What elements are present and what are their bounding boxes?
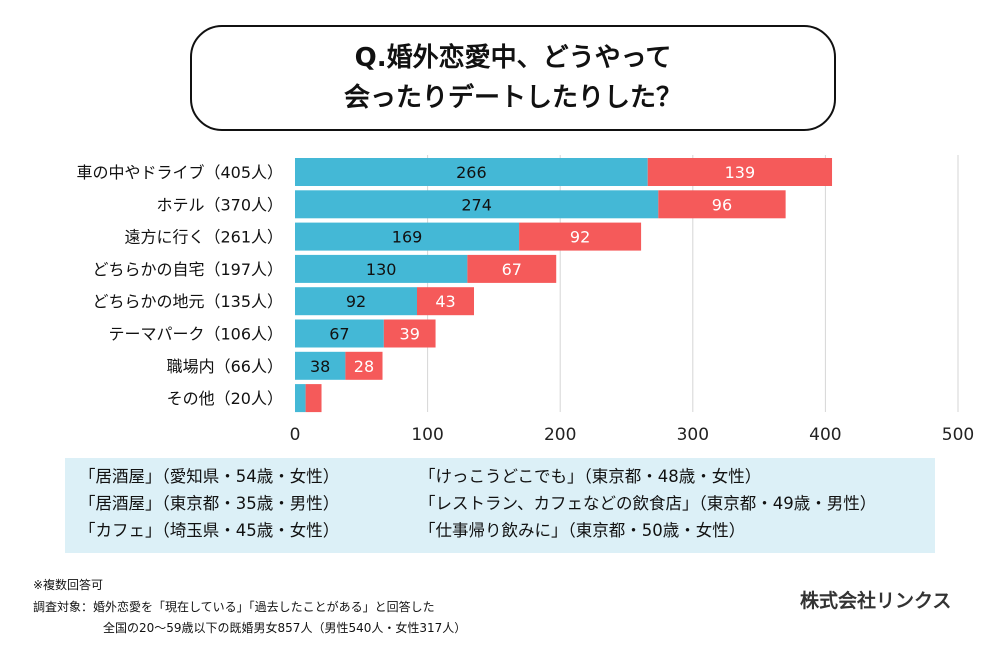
bar-segment xyxy=(295,254,468,283)
data-label: 274 xyxy=(461,195,492,214)
data-label: 38 xyxy=(310,357,330,376)
x-tick-label: 200 xyxy=(544,425,576,445)
footnote-survey-target: 調査対象：婚外恋愛を「現在している」「過去したことがある」と回答した xyxy=(33,600,435,614)
bar-segment xyxy=(295,158,648,186)
bar-segment xyxy=(658,190,786,219)
title-line-2: 会ったりデートしたりした？ xyxy=(343,83,682,113)
bar-segment xyxy=(305,384,322,413)
bar-segment xyxy=(647,158,833,186)
category-label: 職場内（66人） xyxy=(167,357,283,376)
footnote-respondents: 全国の20〜59歳以下の既婚男女857人（男性540人・女性317人） xyxy=(103,621,467,635)
bar-segment xyxy=(295,222,520,251)
quote: 「カフェ」（埼玉県・45歳・女性） xyxy=(79,521,340,540)
bar-segment xyxy=(519,222,642,251)
category-label: どちらかの自宅（197人） xyxy=(92,260,283,279)
data-label: 67 xyxy=(329,325,349,344)
data-label: 92 xyxy=(346,292,366,311)
bar-segment xyxy=(416,287,475,316)
x-tick-label: 500 xyxy=(942,425,974,445)
data-label: 92 xyxy=(570,228,590,247)
title-line-1: Q.婚外恋愛中、どうやって xyxy=(354,43,672,73)
data-label: 96 xyxy=(712,195,732,214)
data-label: 43 xyxy=(435,292,455,311)
category-label: ホテル（370人） xyxy=(156,195,283,214)
quote: 「居酒屋」（愛知県・54歳・女性） xyxy=(79,467,340,486)
data-label: 67 xyxy=(502,260,522,279)
bar-segment xyxy=(295,190,659,219)
quote: 「仕事帰り飲みに」（東京都・50歳・女性） xyxy=(419,521,746,540)
x-tick-label: 0 xyxy=(290,425,301,445)
bar-segment xyxy=(295,351,346,380)
data-label: 28 xyxy=(354,357,374,376)
stacked-bar-chart: 0 100 200 300 400 500 車の中やドライブ（405人） 266 139 ホテル（… xyxy=(76,155,974,445)
quotes-box: 「居酒屋」（愛知県・54歳・女性） 「居酒屋」（東京都・35歳・男性） 「カフェ… xyxy=(65,458,935,553)
data-label: 130 xyxy=(366,260,397,279)
data-label: 266 xyxy=(456,163,487,182)
x-tick-label: 100 xyxy=(411,425,443,445)
bar-segment xyxy=(295,287,417,316)
quote: 「居酒屋」（東京都・35歳・男性） xyxy=(79,494,340,513)
data-label: 39 xyxy=(400,325,420,344)
bar-segment xyxy=(467,254,557,283)
category-label: どちらかの地元（135人） xyxy=(92,292,283,311)
chart-title: Q.婚外恋愛中、どうやって 会ったりデートしたりした？ xyxy=(190,25,836,131)
category-label: 車の中やドライブ（405人） xyxy=(76,163,283,182)
bar-segment xyxy=(295,319,384,348)
quote: 「レストラン、カフェなどの飲食店」（東京都・49歳・男性） xyxy=(419,494,877,513)
x-tick-label: 400 xyxy=(809,425,841,445)
quote: 「けっこうどこでも」（東京都・48歳・女性） xyxy=(419,467,762,486)
x-tick-label: 300 xyxy=(677,425,709,445)
footnote-multiple-answers: ※複数回答可 xyxy=(33,578,104,592)
data-label: 139 xyxy=(725,163,756,182)
category-label: 遠方に行く（261人） xyxy=(124,228,283,247)
category-label: その他（20人） xyxy=(167,389,283,408)
bar-segment xyxy=(295,384,306,413)
company-name: 株式会社リンクス xyxy=(800,590,952,612)
bar-segment xyxy=(345,351,383,380)
data-label: 169 xyxy=(392,228,423,247)
bar-segment xyxy=(383,319,436,348)
category-label: テーマパーク（106人） xyxy=(108,325,283,344)
